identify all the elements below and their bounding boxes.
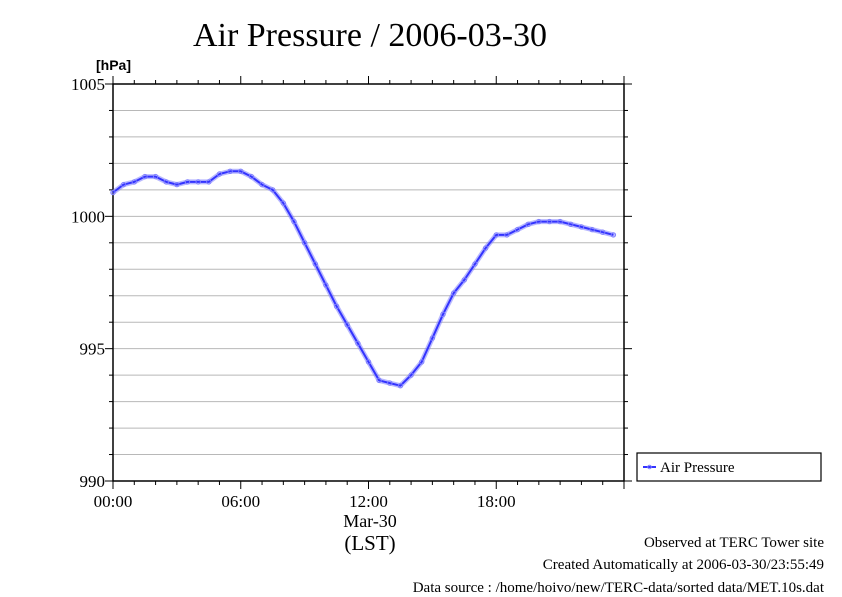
legend-marker	[647, 464, 652, 470]
data-point	[248, 173, 255, 180]
x-tick-label: 06:00	[221, 492, 260, 511]
x-tick-label: 18:00	[477, 492, 516, 511]
data-point	[216, 171, 223, 177]
data-point	[120, 181, 127, 188]
data-point	[557, 218, 563, 225]
y-axis-label: [hPa]	[96, 57, 131, 73]
data-point	[301, 240, 308, 246]
plot-frame	[112, 83, 625, 482]
data-point	[174, 181, 180, 188]
y-tick-label: 990	[80, 472, 106, 491]
data-point	[184, 179, 191, 185]
data-point	[259, 181, 265, 188]
data-point	[440, 311, 446, 317]
data-point	[387, 380, 393, 386]
data-point	[195, 179, 201, 185]
series-layer	[110, 168, 617, 389]
data-point	[131, 179, 138, 185]
data-point	[355, 340, 361, 347]
x-axis-label: (LST)	[344, 531, 395, 555]
data-point	[280, 200, 286, 206]
data-point	[493, 232, 499, 238]
footer-created-line: Created Automatically at 2006-03-30/23:5…	[542, 557, 824, 573]
x-tick-label: 12:00	[349, 492, 388, 511]
data-point	[504, 232, 510, 238]
data-point	[110, 189, 116, 196]
data-point	[206, 179, 212, 185]
x-axis-ticks: 00:00 06:00 12:00 18:00	[94, 76, 625, 511]
data-point	[238, 168, 244, 175]
data-point	[610, 232, 617, 238]
data-point	[142, 173, 148, 180]
data-point	[451, 290, 457, 296]
x-axis-date-label: Mar-30	[343, 511, 397, 531]
data-point	[600, 229, 606, 235]
data-point	[333, 303, 340, 309]
data-point	[397, 383, 404, 389]
data-point	[163, 179, 169, 185]
data-point	[514, 226, 521, 233]
x-tick-label: 00:00	[94, 492, 133, 511]
data-point	[344, 322, 350, 328]
series-line	[112, 170, 614, 387]
data-point	[152, 173, 159, 180]
chart-title: Air Pressure / 2006-03-30	[193, 17, 547, 54]
y-tick-label: 1000	[71, 207, 105, 226]
footer-source-line: Data source : /home/hoivo/new/TERC-data/…	[412, 580, 824, 596]
data-point	[568, 221, 574, 228]
data-point	[525, 221, 531, 228]
y-tick-label: 995	[80, 340, 106, 359]
data-point	[312, 261, 318, 267]
y-axis-ticks: 990 995 1000 1005	[71, 75, 632, 491]
data-point	[291, 218, 297, 225]
data-point	[270, 187, 276, 193]
data-point	[227, 168, 233, 175]
legend-box	[636, 452, 822, 482]
data-point	[461, 277, 467, 283]
data-point	[365, 359, 372, 365]
legend: Air Pressure	[636, 452, 822, 482]
data-point	[323, 282, 329, 288]
data-point	[536, 218, 542, 225]
data-point	[589, 226, 595, 233]
data-point	[578, 224, 585, 230]
gridlines	[113, 109, 624, 456]
y-tick-label: 1005	[71, 75, 105, 94]
data-point	[408, 372, 414, 378]
data-point	[546, 218, 553, 225]
data-point	[419, 359, 425, 365]
data-point	[376, 377, 382, 384]
legend-label: Air Pressure	[660, 460, 735, 476]
data-point	[472, 261, 478, 267]
footer-observed-line: Observed at TERC Tower site	[643, 535, 824, 551]
data-point	[482, 245, 489, 251]
data-point	[429, 335, 436, 341]
